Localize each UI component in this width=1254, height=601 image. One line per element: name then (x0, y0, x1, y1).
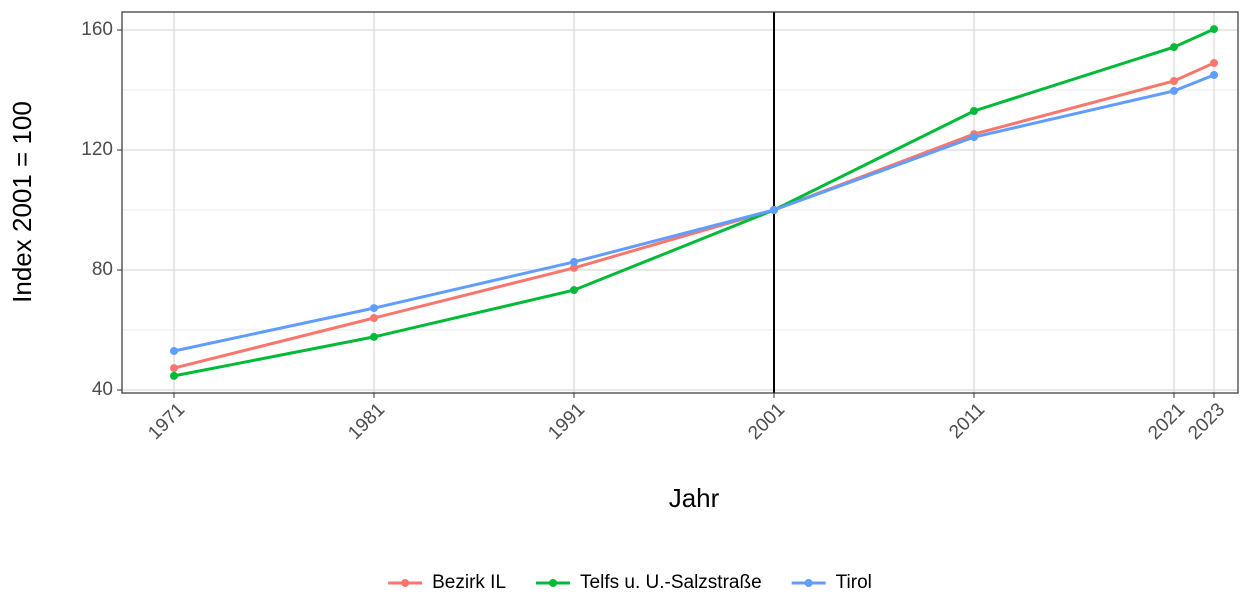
y-tick-label: 160 (81, 19, 113, 40)
data-point (370, 314, 378, 322)
data-point (970, 133, 978, 142)
legend-key-point (401, 579, 410, 587)
legend-label: Telfs u. U.-Salzstraße (580, 572, 762, 593)
data-point (570, 257, 578, 266)
data-point (170, 347, 178, 355)
data-point (1210, 25, 1218, 34)
panel-border (121, 11, 1239, 394)
legend-key-point (549, 579, 558, 587)
y-axis-label: Index 2001 = 100 (7, 101, 37, 303)
data-point (370, 304, 378, 313)
x-tick-label: 1971 (144, 399, 189, 444)
legend-key-point (804, 579, 813, 587)
x-axis-label: Jahr (669, 483, 720, 513)
series-line (173, 73, 1215, 353)
data-point (970, 107, 978, 115)
x-tick-label: 2021 (1144, 399, 1189, 444)
data-point (170, 364, 178, 373)
data-point (1170, 77, 1178, 85)
data-point (770, 206, 778, 214)
data-point (170, 371, 178, 380)
data-point (1170, 86, 1178, 95)
data-point (370, 332, 378, 341)
x-tick-label: 2001 (744, 399, 789, 444)
data-point (1210, 59, 1218, 67)
data-point (570, 263, 578, 272)
data-point (1210, 71, 1218, 79)
series-line (173, 27, 1215, 378)
legend: Bezirk IL Telfs u. U.-Salzstraße Tirol (388, 572, 872, 593)
legend-label: Tirol (836, 572, 872, 593)
data-point (570, 286, 578, 295)
y-tick-label: 80 (92, 259, 113, 280)
x-tick-label: 2023 (1184, 399, 1229, 444)
x-tick-label: 1991 (544, 399, 589, 444)
y-tick-label: 40 (92, 379, 113, 400)
x-tick-label: 1981 (344, 399, 389, 444)
series-line (173, 61, 1215, 370)
y-tick-label: 120 (81, 139, 113, 160)
data-point (1170, 43, 1178, 52)
legend-label: Bezirk IL (432, 572, 506, 593)
x-tick-label: 2011 (945, 399, 989, 443)
